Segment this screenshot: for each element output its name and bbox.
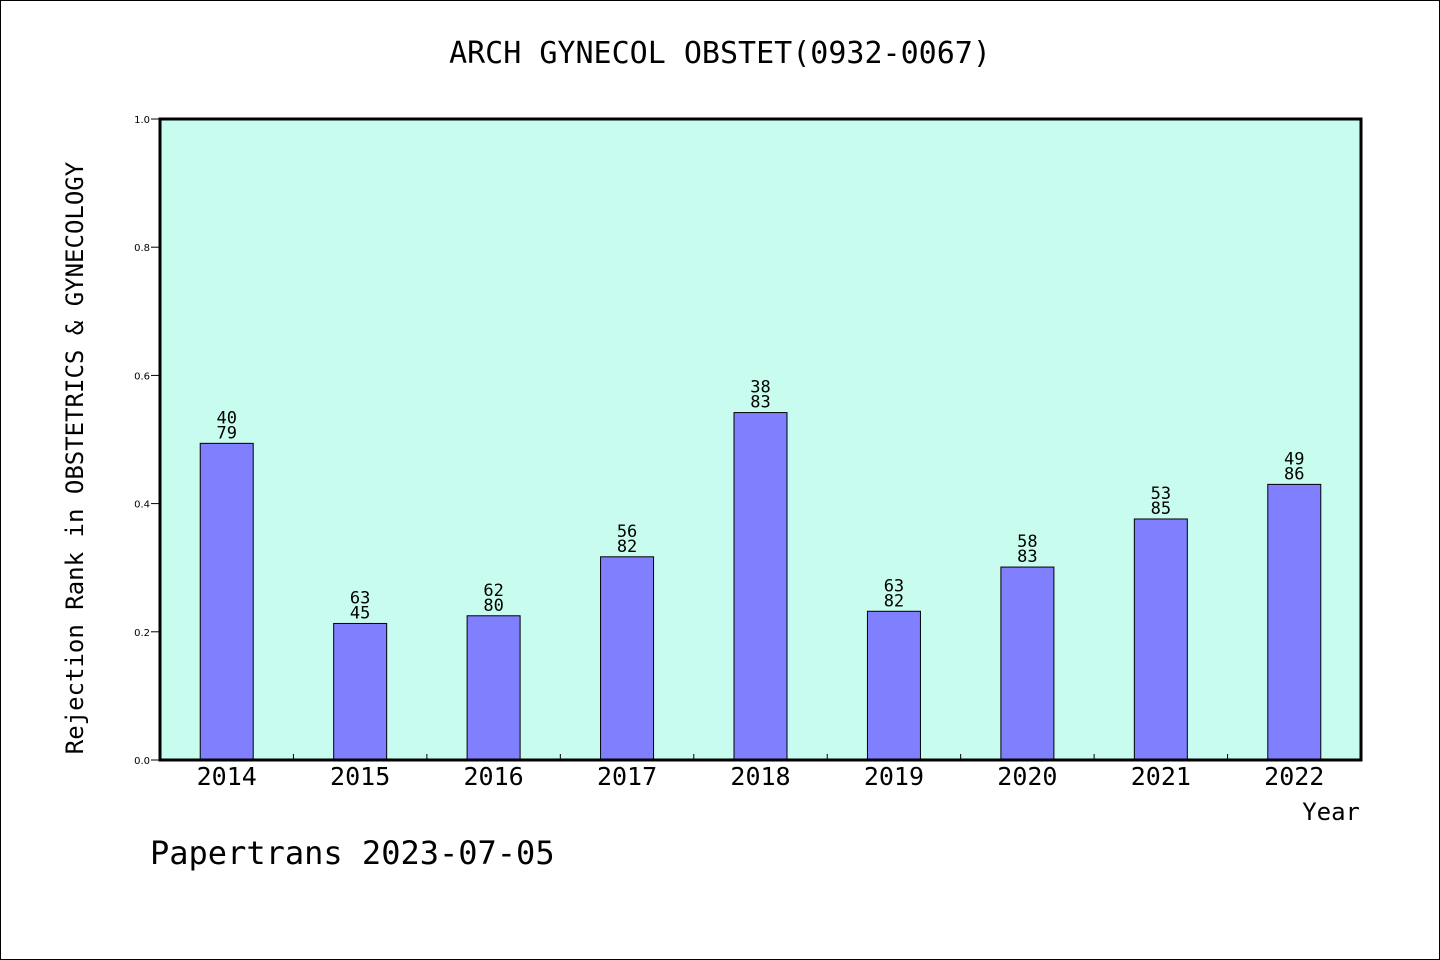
- y-tick-label: 0.8: [134, 243, 150, 254]
- bar-label-bottom: 86: [1284, 464, 1304, 484]
- bar: [1000, 566, 1055, 761]
- y-tick-label: 0.6: [134, 371, 150, 382]
- bar-label-bottom: 82: [884, 591, 904, 611]
- bar-label-bottom: 83: [1017, 547, 1037, 567]
- x-tick-label: 2019: [864, 762, 924, 791]
- bar: [333, 622, 388, 761]
- bar-label-bottom: 80: [483, 596, 503, 616]
- y-tick-label: 1.0: [134, 115, 150, 126]
- bar: [733, 412, 788, 761]
- bar-label-top: 63: [350, 588, 370, 608]
- bar-label-bottom: 82: [617, 537, 637, 557]
- bar-label-top: 53: [1151, 484, 1171, 504]
- footer-note: Papertrans 2023-07-05: [150, 834, 555, 872]
- y-tick-label: 0.2: [134, 628, 150, 639]
- x-tick-label: 2020: [997, 762, 1057, 791]
- bar-label-bottom: 85: [1151, 499, 1171, 519]
- x-tick-label: 2022: [1264, 762, 1324, 791]
- bar-label-bottom: 83: [750, 393, 770, 413]
- bar-label-top: 38: [750, 378, 770, 398]
- bar: [1267, 483, 1322, 761]
- x-tick-label: 2016: [464, 762, 524, 791]
- bar-label-top: 62: [483, 581, 503, 601]
- bar-label-top: 56: [617, 522, 637, 542]
- bar-label-bottom: 79: [216, 423, 236, 443]
- y-tick-label: 0.4: [134, 500, 150, 511]
- bar: [600, 556, 655, 761]
- bar-label-top: 40: [216, 408, 236, 428]
- x-tick-label: 2018: [730, 762, 790, 791]
- chart-title: ARCH GYNECOL OBSTET(0932-0067): [449, 36, 991, 71]
- x-tick-label: 2014: [197, 762, 257, 791]
- bar: [199, 442, 254, 761]
- x-axis-label: Year: [1302, 798, 1360, 826]
- x-tick-label: 2017: [597, 762, 657, 791]
- bar-label-top: 58: [1017, 532, 1037, 552]
- x-tick-label: 2021: [1131, 762, 1191, 791]
- bar-label-top: 63: [884, 576, 904, 596]
- bar: [1133, 518, 1188, 761]
- y-tick-label: 0.0: [134, 756, 150, 767]
- bar: [466, 615, 521, 761]
- bar: [866, 610, 921, 761]
- bar-label-top: 49: [1284, 449, 1304, 469]
- bar-label-bottom: 45: [350, 603, 370, 623]
- x-tick-label: 2015: [330, 762, 390, 791]
- plot-border: [158, 117, 1363, 762]
